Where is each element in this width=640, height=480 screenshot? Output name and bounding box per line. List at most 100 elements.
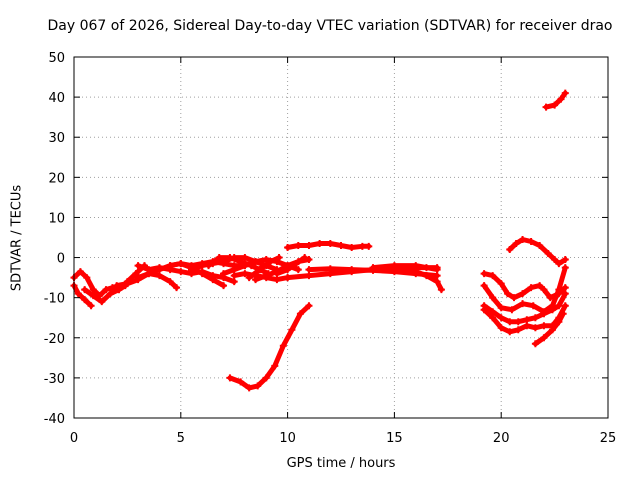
data-point <box>422 272 430 280</box>
x-tick-label: 15 <box>386 431 403 446</box>
data-point <box>523 322 531 330</box>
series-line <box>135 263 237 285</box>
y-tick-label: -40 <box>44 412 65 427</box>
data-point <box>198 270 206 278</box>
data-point <box>305 302 313 310</box>
data-point <box>527 238 535 246</box>
data-point <box>279 342 287 350</box>
data-point <box>480 282 488 290</box>
y-tick-label: 50 <box>48 51 65 66</box>
data-point <box>540 334 548 342</box>
data-point <box>316 240 324 248</box>
data-point <box>557 95 565 103</box>
data-point <box>348 266 356 274</box>
series-arc-20 <box>226 302 313 392</box>
data-point <box>89 292 97 300</box>
data-point <box>155 266 163 274</box>
data-point <box>489 308 497 316</box>
series-line <box>402 267 444 293</box>
series-line <box>71 283 94 309</box>
data-point <box>551 256 559 264</box>
data-point <box>241 270 249 278</box>
series-arc-12 <box>245 254 283 282</box>
data-point <box>561 256 569 264</box>
data-point <box>177 268 185 276</box>
data-point <box>123 280 131 288</box>
data-point <box>546 294 554 302</box>
data-point <box>215 254 223 262</box>
data-point <box>514 318 522 326</box>
data-point <box>504 290 512 298</box>
data-point <box>506 246 514 254</box>
data-point <box>292 260 300 268</box>
data-point <box>540 286 548 294</box>
data-point <box>256 266 264 274</box>
series-arc-27 <box>542 89 569 111</box>
data-point <box>134 274 142 282</box>
data-point <box>267 258 275 266</box>
data-point <box>536 282 544 290</box>
data-point <box>81 286 89 294</box>
data-point <box>254 382 262 390</box>
data-point <box>497 314 505 322</box>
data-point <box>358 242 366 250</box>
data-point <box>497 324 505 332</box>
series-line <box>481 265 568 315</box>
axis-ticks: 0 5 10 15 20 25 -40 -30 -20 -10 0 10 20 30 40 50 <box>44 51 617 446</box>
data-point <box>301 254 309 262</box>
data-point <box>519 236 527 244</box>
x-tick-label: 20 <box>493 431 510 446</box>
data-point <box>326 265 334 273</box>
data-point <box>437 286 445 294</box>
data-point <box>166 262 174 270</box>
data-point <box>273 270 281 278</box>
y-tick-label: 30 <box>48 131 65 146</box>
data-point <box>561 284 569 292</box>
data-point <box>273 276 281 284</box>
data-point <box>284 244 292 252</box>
data-point <box>305 256 313 264</box>
y-tick-label: -30 <box>44 372 65 387</box>
data-point <box>489 294 497 302</box>
y-tick-label: 0 <box>57 252 65 267</box>
data-point <box>209 276 217 284</box>
y-tick-label: -20 <box>44 332 65 347</box>
data-point <box>89 286 97 294</box>
data-point <box>531 324 539 332</box>
y-tick-label: 10 <box>48 211 65 226</box>
data-point <box>555 302 563 310</box>
data-point <box>412 262 420 270</box>
series-arc-22 <box>480 264 569 316</box>
data-point <box>390 268 398 276</box>
data-point <box>187 266 195 274</box>
x-tick-label: 0 <box>70 431 78 446</box>
data-point <box>230 266 238 274</box>
series-arc-23 <box>480 290 569 326</box>
data-point <box>523 316 531 324</box>
data-point <box>155 272 163 280</box>
data-point <box>132 270 140 278</box>
data-point <box>433 278 441 286</box>
data-point <box>561 302 569 310</box>
data-point <box>113 282 121 290</box>
data-point <box>337 242 345 250</box>
data-point <box>83 274 91 282</box>
data-point <box>294 242 302 250</box>
data-point <box>512 240 520 248</box>
data-point <box>531 340 539 348</box>
series-line <box>543 90 568 110</box>
data-point <box>284 266 292 274</box>
data-point <box>540 310 548 318</box>
data-point <box>433 272 441 280</box>
data-point <box>305 242 313 250</box>
series-arc-25 <box>506 236 569 268</box>
data-point <box>177 260 185 268</box>
data-point <box>506 328 514 336</box>
data-point <box>74 290 82 298</box>
data-point <box>205 262 213 270</box>
data-point <box>555 318 563 326</box>
data-point <box>514 326 522 334</box>
data-point <box>548 306 556 314</box>
data-point <box>271 362 279 370</box>
data-point <box>275 254 283 262</box>
